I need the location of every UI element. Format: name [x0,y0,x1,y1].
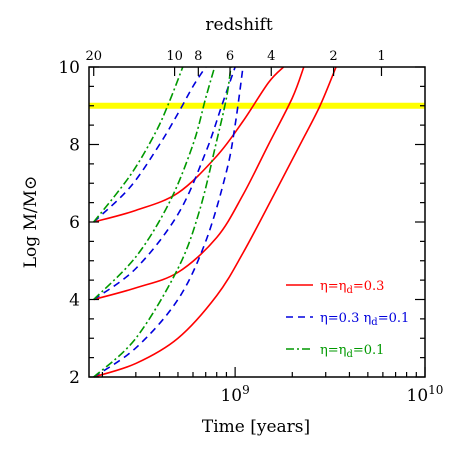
y-tick-label: 4 [69,291,80,311]
y-tick-label: 2 [69,368,80,388]
x-tick-label: 1010 [407,383,444,406]
x-axis-title: Time [years] [202,417,310,437]
series-line-4 [93,66,236,301]
top-tick-label: 10 [166,49,183,64]
top-tick-label: 2 [329,49,337,64]
series-line-3 [93,66,244,378]
top-axis-title: redshift [205,15,272,35]
y-tick-label: 6 [69,213,80,233]
series-line-1 [93,66,305,301]
y-tick-label: 8 [69,136,80,156]
series-line-0 [93,66,337,378]
legend: η=ηd=0.3 η=0.3 ηd=0.1 η=ηd=0.1 [286,279,409,360]
legend-label-0: η=ηd=0.3 [320,279,384,296]
y-tick-label: 10 [58,58,80,78]
series-line-8 [93,66,184,223]
series-line-6 [93,66,232,378]
series-line-2 [93,66,285,223]
ticks-layer [89,66,426,378]
top-tick-label: 6 [226,49,234,64]
legend-label-1: η=0.3 ηd=0.1 [320,311,409,328]
legend-label-2: η=ηd=0.1 [320,343,384,360]
series-line-5 [93,66,207,223]
series-line-7 [93,66,216,301]
plot-frame [88,66,426,378]
curves-layer [93,66,337,378]
labels-layer: 2 4 6 8 10 109 1010 20 10 8 6 4 2 1 [58,49,443,406]
top-tick-label: 8 [194,49,202,64]
y-axis-title: Log M/M⊙ [21,176,41,269]
top-tick-label: 4 [267,49,275,64]
top-tick-label: 20 [85,49,102,64]
x-tick-label: 109 [220,383,249,406]
top-tick-label: 1 [377,49,385,64]
